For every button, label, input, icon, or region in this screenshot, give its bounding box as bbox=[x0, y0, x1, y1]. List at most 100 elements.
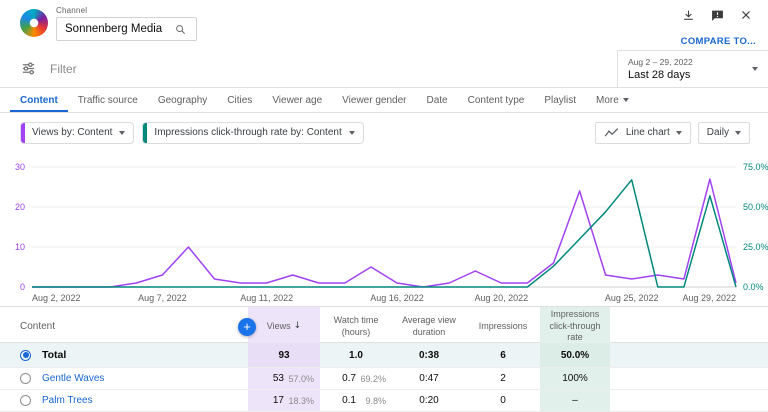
tab-date[interactable]: Date bbox=[416, 88, 457, 112]
metric-chip-label: Impressions click-through rate by: Conte… bbox=[154, 127, 341, 138]
cell-value: 0:38 bbox=[419, 350, 439, 361]
tab-label: More bbox=[596, 95, 619, 106]
tab-label: Viewer gender bbox=[342, 95, 406, 106]
channel-search-box[interactable]: Sonnenberg Media bbox=[56, 17, 197, 41]
cell-ctr: 100% bbox=[540, 368, 610, 389]
cell-value: 17 bbox=[250, 395, 284, 406]
tab-viewer-age[interactable]: Viewer age bbox=[262, 88, 332, 112]
tab-label: Playlist bbox=[544, 95, 576, 106]
youtube-studio-analytics: Channel Sonnenberg Media COMPARE TO... bbox=[0, 0, 768, 412]
row-select-radio[interactable] bbox=[20, 373, 31, 384]
row-spacer bbox=[610, 368, 768, 389]
cell-percent: 9.8% bbox=[356, 396, 392, 406]
content-link[interactable]: Gentle Waves bbox=[42, 373, 104, 384]
cell-watch-time: 0.19.8% bbox=[320, 390, 392, 411]
cell-avg-view-duration: 0:47 bbox=[392, 368, 466, 389]
chart-controls-right: Line chart Daily bbox=[595, 122, 750, 144]
chart-controls: Views by: Content Impressions click-throu… bbox=[0, 113, 768, 152]
analytics-chart[interactable]: 00.0%1025.0%2050.0%3075.0%Aug 2, 2022Aug… bbox=[0, 152, 768, 306]
table-row-palm-trees: Palm Trees1718.3%0.19.8%0:200– bbox=[0, 390, 768, 412]
chevron-down-icon bbox=[735, 131, 741, 135]
cell-percent: 69.2% bbox=[356, 374, 392, 384]
tab-viewer-gender[interactable]: Viewer gender bbox=[332, 88, 416, 112]
add-metric-button[interactable]: + bbox=[238, 318, 256, 336]
dimension-tabs: Content Traffic source Geography Cities View… bbox=[0, 88, 768, 113]
feedback-button[interactable] bbox=[709, 7, 725, 23]
svg-text:30: 30 bbox=[15, 162, 25, 172]
tab-playlist[interactable]: Playlist bbox=[534, 88, 586, 112]
tab-more[interactable]: More bbox=[586, 88, 639, 112]
svg-text:10: 10 bbox=[15, 242, 25, 252]
download-button[interactable] bbox=[680, 7, 696, 23]
chart-type-select[interactable]: Line chart bbox=[595, 122, 691, 144]
column-header-avg_view_duration[interactable]: Average view duration bbox=[392, 307, 466, 346]
filter-icon bbox=[20, 61, 36, 77]
cell-value: 1.0 bbox=[349, 350, 363, 361]
metric-chip-views[interactable]: Views by: Content bbox=[20, 122, 134, 144]
date-range-picker[interactable]: Aug 2 – 29, 2022 Last 28 days bbox=[617, 50, 768, 87]
filter-bar: Aug 2 – 29, 2022 Last 28 days bbox=[0, 50, 768, 88]
column-label: Impressions click-through rate bbox=[543, 309, 607, 344]
metric-chip-impressions-click-through-rate[interactable]: Impressions click-through rate by: Conte… bbox=[142, 122, 363, 144]
tab-cities[interactable]: Cities bbox=[217, 88, 262, 112]
tab-content-type[interactable]: Content type bbox=[458, 88, 535, 112]
row-select-radio[interactable] bbox=[20, 350, 31, 361]
svg-text:0: 0 bbox=[20, 282, 25, 292]
row-spacer bbox=[610, 343, 768, 367]
svg-text:Aug 11, 2022: Aug 11, 2022 bbox=[240, 293, 293, 303]
svg-text:Aug 2, 2022: Aug 2, 2022 bbox=[32, 293, 81, 303]
column-label: Average view duration bbox=[395, 315, 463, 338]
column-header-watch_time[interactable]: Watch time (hours) bbox=[320, 307, 392, 346]
cell-value: 0 bbox=[500, 395, 506, 406]
cell-value: 0.1 bbox=[322, 395, 356, 406]
row-name-total: Total bbox=[42, 349, 66, 361]
cell-content: Gentle Waves bbox=[0, 368, 248, 389]
column-header-views[interactable]: Views↓ bbox=[248, 307, 320, 346]
cell-watch-time: 0.769.2% bbox=[320, 368, 392, 389]
svg-text:Aug 7, 2022: Aug 7, 2022 bbox=[138, 293, 187, 303]
channel-name: Sonnenberg Media bbox=[65, 23, 162, 35]
tab-label: Geography bbox=[158, 95, 207, 106]
sort-desc-icon: ↓ bbox=[294, 321, 302, 333]
column-label: Watch time (hours) bbox=[323, 315, 389, 338]
row-select-radio[interactable] bbox=[20, 395, 31, 406]
tab-geography[interactable]: Geography bbox=[148, 88, 217, 112]
channel-avatar[interactable] bbox=[20, 9, 48, 37]
svg-text:25.0%: 25.0% bbox=[743, 242, 768, 252]
svg-text:Aug 29, 2022: Aug 29, 2022 bbox=[682, 293, 736, 303]
date-range-text: Aug 2 – 29, 2022 bbox=[628, 57, 693, 67]
cell-impressions: 6 bbox=[466, 343, 540, 367]
granularity-select[interactable]: Daily bbox=[698, 122, 750, 144]
column-label: Impressions bbox=[479, 321, 528, 333]
table-row-gentle-waves: Gentle Waves 5357.0%0.769.2% 0:47 2100% bbox=[0, 368, 768, 390]
line-chart-canvas: 00.0%1025.0%2050.0%3075.0%Aug 2, 2022Aug… bbox=[0, 152, 768, 306]
cell-views: 93 bbox=[248, 343, 320, 367]
close-button[interactable] bbox=[738, 7, 754, 23]
cell-value: 6 bbox=[500, 350, 506, 361]
line-chart-icon bbox=[604, 125, 620, 141]
cell-avg-view-duration: 0:20 bbox=[392, 390, 466, 411]
cell-views: 5357.0% bbox=[248, 368, 320, 389]
cell-value: 0:47 bbox=[419, 373, 438, 384]
cell-percent: 57.0% bbox=[284, 374, 320, 384]
table-row-total: Total931.00:38650.0% bbox=[0, 343, 768, 368]
cell-impressions: 2 bbox=[466, 368, 540, 389]
content-link[interactable]: Palm Trees bbox=[42, 395, 93, 406]
column-label: Views bbox=[267, 321, 291, 333]
svg-text:Aug 20, 2022: Aug 20, 2022 bbox=[475, 293, 529, 303]
tab-label: Date bbox=[426, 95, 447, 106]
tab-content[interactable]: Content bbox=[10, 88, 68, 112]
column-header-ctr[interactable]: Impressions click-through rate bbox=[540, 307, 610, 346]
svg-text:Aug 25, 2022: Aug 25, 2022 bbox=[605, 293, 659, 303]
tab-traffic-source[interactable]: Traffic source bbox=[68, 88, 148, 112]
cell-ctr: – bbox=[540, 390, 610, 411]
column-header-impressions[interactable]: Impressions bbox=[466, 307, 540, 346]
row-spacer bbox=[610, 390, 768, 411]
tab-label: Traffic source bbox=[78, 95, 138, 106]
filter-input[interactable] bbox=[50, 62, 617, 76]
tab-label: Viewer age bbox=[272, 95, 322, 106]
svg-text:0.0%: 0.0% bbox=[743, 282, 764, 292]
cell-avg-view-duration: 0:38 bbox=[392, 343, 466, 367]
compare-to-link[interactable]: COMPARE TO... bbox=[681, 36, 756, 47]
table-header: ContentViews↓Watch time (hours)Average v… bbox=[0, 307, 768, 343]
